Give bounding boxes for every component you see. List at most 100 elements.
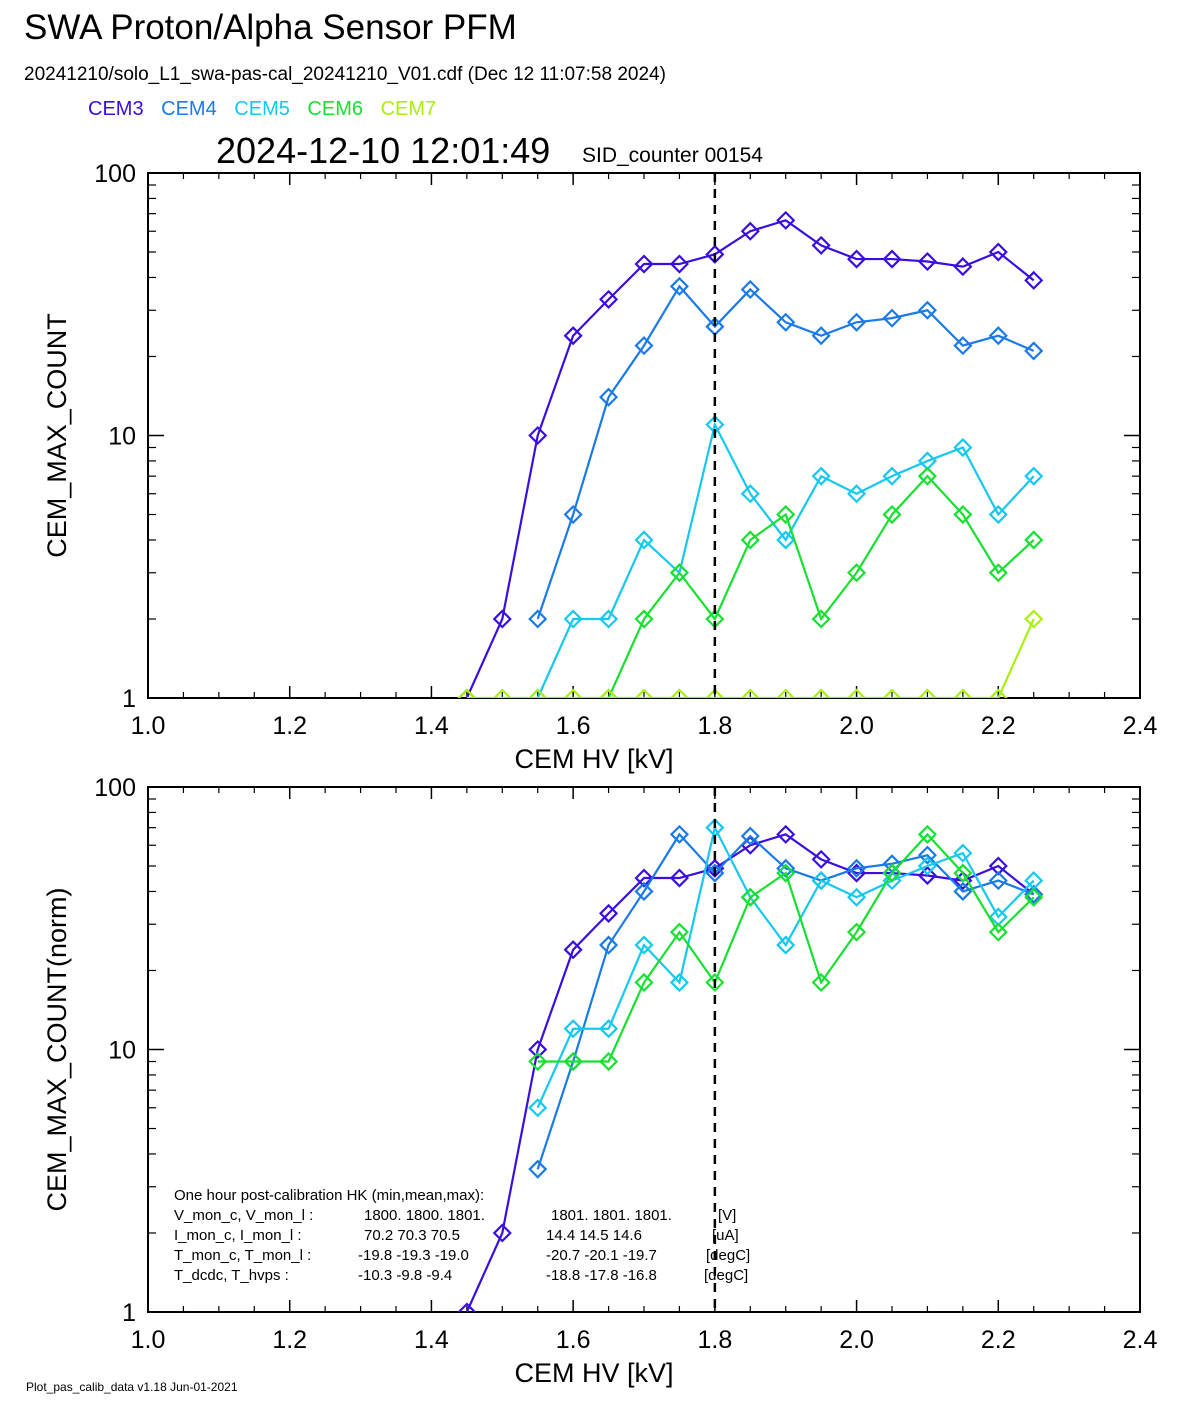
x-tick-label: 1.2: [272, 1326, 307, 1354]
series-line-cem6: [607, 474, 1035, 698]
data-point-cem3: [882, 249, 902, 269]
hk-row-values-l: 1801. 1801. 1801.: [551, 1207, 672, 1224]
data-point-cem5: [528, 1098, 548, 1118]
x-tick-label: 2.0: [839, 712, 874, 740]
data-point-cem5: [563, 1019, 583, 1039]
data-point-cem6: [528, 1051, 548, 1072]
data-point-cem4: [847, 858, 867, 878]
data-point-cem4: [811, 326, 831, 346]
series-line-cem6: [537, 832, 1035, 1063]
data-point-cem5: [811, 871, 831, 891]
data-point-cem4: [563, 504, 583, 525]
data-point-cem4: [988, 871, 1008, 891]
data-point-cem6: [563, 1051, 583, 1072]
footer-version: Plot_pas_calib_data v1.18 Jun-01-2021: [26, 1380, 238, 1394]
data-point-cem6: [634, 972, 654, 993]
x-tick-label: 1.8: [697, 1326, 732, 1354]
data-point-cem4: [776, 312, 796, 332]
data-point-cem5: [740, 484, 760, 504]
legend-item-cem7: CEM7: [380, 98, 437, 120]
data-point-cem4: [705, 863, 725, 883]
hk-row-values-c: -19.8 -19.3 -19.0: [358, 1247, 469, 1264]
data-point-cem4: [669, 276, 689, 296]
series-line-cem7: [466, 618, 1035, 698]
data-point-cem6: [882, 863, 902, 883]
plot-area: [457, 210, 1044, 698]
x-tick-label: 1.6: [556, 1326, 591, 1354]
data-point-cem5: [634, 935, 654, 955]
data-point-cem4: [953, 881, 973, 902]
legend-item-cem5: CEM5: [234, 98, 290, 120]
data-point-cem3: [457, 1302, 477, 1312]
hk-row-label: I_mon_c, I_mon_l :: [174, 1227, 302, 1244]
data-point-cem3: [917, 865, 937, 886]
x-tick-label: 1.4: [414, 712, 449, 740]
y-axis-label: CEM_MAX_COUNT: [42, 313, 72, 558]
x-tick-label: 1.2: [272, 712, 307, 740]
hk-row-unit: [degC]: [706, 1247, 750, 1264]
data-point-cem5: [776, 935, 796, 955]
data-point-cem3: [599, 289, 619, 309]
data-point-cem5: [669, 972, 689, 993]
data-point-cem4: [953, 336, 973, 356]
plot-area: [457, 818, 1044, 1312]
data-point-cem3: [563, 326, 583, 346]
data-point-cem4: [847, 312, 867, 332]
hk-row-unit: [V]: [718, 1207, 736, 1224]
data-point-cem3: [705, 244, 725, 264]
y-tick-label: 1: [122, 685, 136, 713]
x-tick-label: 1.8: [697, 712, 732, 740]
data-point-cem3: [563, 940, 583, 960]
data-point-cem6: [669, 922, 689, 942]
hk-row-label: V_mon_c, V_mon_l :: [174, 1207, 313, 1224]
data-point-cem6: [953, 863, 973, 883]
data-point-cem4: [882, 308, 902, 328]
series-line-cem4: [536, 832, 1035, 1170]
data-point-cem4: [599, 387, 619, 407]
data-point-cem3: [528, 425, 548, 446]
data-point-cem6: [740, 530, 760, 550]
data-point-cem4: [634, 336, 654, 356]
data-point-cem3: [740, 221, 760, 241]
hk-row-unit: [uA]: [712, 1227, 739, 1244]
hk-heading: One hour post-calibration HK (min,mean,m…: [174, 1187, 484, 1204]
data-point-cem4: [1024, 884, 1044, 904]
x-tick-label: 2.0: [839, 1326, 874, 1354]
data-point-cem3: [917, 251, 937, 272]
data-point-cem5: [953, 843, 973, 863]
x-tick-label: 2.2: [981, 712, 1016, 740]
series-line-cem4: [536, 284, 1035, 620]
data-point-cem7: [776, 688, 796, 698]
data-point-cem7: [528, 688, 548, 698]
data-point-cem3: [669, 868, 689, 888]
data-point-cem4: [669, 824, 689, 844]
hk-summary-box: One hour post-calibration HK (min,mean,m…: [174, 1187, 750, 1284]
hk-row-unit: [degC]: [704, 1267, 748, 1284]
data-point-cem4: [1024, 341, 1044, 361]
data-point-cem5: [776, 530, 796, 550]
x-tick-label: 1.0: [131, 1326, 166, 1354]
data-point-cem5: [1024, 466, 1044, 486]
data-point-cem6: [811, 609, 831, 629]
data-point-cem5: [953, 437, 973, 458]
hk-row-values-c: 1800. 1800. 1801.: [364, 1207, 485, 1224]
data-point-cem6: [1024, 530, 1044, 550]
data-point-cem3: [492, 1223, 512, 1243]
data-point-cem6: [953, 504, 973, 525]
data-point-cem6: [776, 863, 796, 883]
data-point-cem5: [882, 871, 902, 891]
data-point-cem7: [988, 688, 1008, 698]
data-point-cem3: [1024, 270, 1044, 290]
data-point-cem6: [776, 504, 796, 525]
x-tick-label: 2.4: [1123, 712, 1158, 740]
y-tick-label: 1: [122, 1299, 136, 1327]
data-point-cem4: [528, 609, 548, 629]
data-point-cem7: [847, 688, 867, 698]
data-point-cem3: [634, 254, 654, 274]
data-point-cem3: [528, 1039, 548, 1060]
data-point-cem5: [811, 466, 831, 486]
legend: CEM3 CEM4 CEM5 CEM6 CEM7: [88, 98, 448, 121]
data-point-cem3: [811, 849, 831, 869]
data-point-cem3: [988, 242, 1008, 262]
